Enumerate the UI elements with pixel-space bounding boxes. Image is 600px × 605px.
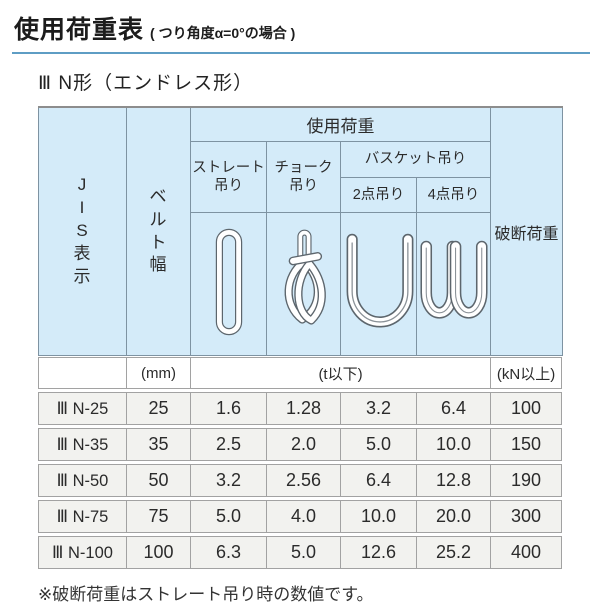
basket2-load-cell: 3.2: [340, 392, 416, 425]
table-row: Ⅲ N-25 25 1.6 1.28 3.2 6.4 100: [38, 392, 563, 425]
belt-width-cell: 50: [126, 464, 190, 497]
straight-load-cell: 1.6: [190, 392, 266, 425]
basket2-load-cell: 12.6: [340, 536, 416, 569]
basket-2point-icon: [346, 233, 414, 327]
straight-hitch-icon: [215, 228, 242, 335]
choke-hitch-icon: [284, 229, 326, 325]
belt-width-cell: 75: [126, 500, 190, 533]
col-header-basket-hitch: バスケット吊り: [340, 141, 491, 178]
choke-load-cell: 4.0: [266, 500, 340, 533]
load-table-header: J I S 表 示 ベ ル ト 幅 使用荷重 破断荷重 ストレート 吊り チョー…: [38, 106, 563, 356]
choke-load-cell: 5.0: [266, 536, 340, 569]
breaking-load-cell: 190: [490, 464, 563, 497]
basket2-load-cell: 6.4: [340, 464, 416, 497]
belt-width-cell: 25: [126, 392, 190, 425]
basket4-load-cell: 10.0: [416, 428, 491, 461]
straight-load-cell: 6.3: [190, 536, 266, 569]
col-header-breaking-load: 破断荷重: [490, 106, 563, 356]
page-title-row: 使用荷重表 ( つり角度α=0°の場合 ): [14, 10, 600, 46]
breaking-load-cell: 300: [490, 500, 563, 533]
table-row: Ⅲ N-100 100 6.3 5.0 12.6 25.2 400: [38, 536, 563, 569]
basket-4point-cell: [416, 212, 491, 356]
basket2-load-cell: 10.0: [340, 500, 416, 533]
unit-breaking-load: (kN以上): [490, 357, 563, 389]
straight-load-cell: 2.5: [190, 428, 266, 461]
load-table: J I S 表 示 ベ ル ト 幅 使用荷重 破断荷重 ストレート 吊り チョー…: [38, 106, 563, 572]
unit-working-load: (t以下): [190, 357, 491, 389]
units-row: (mm) (t以下) (kN以上): [38, 357, 563, 389]
basket-2point-cell: [340, 212, 417, 356]
page-title: 使用荷重表: [14, 16, 145, 44]
jis-cell: Ⅲ N-75: [38, 500, 126, 533]
choke-load-cell: 2.56: [266, 464, 340, 497]
page-title-note: ( つり角度α=0°の場合 ): [150, 25, 296, 41]
basket4-load-cell: 12.8: [416, 464, 491, 497]
basket-4point-icon: [420, 240, 488, 319]
footnote: ※破断荷重はストレート吊り時の数値です。: [38, 585, 374, 604]
basket4-load-cell: 25.2: [416, 536, 491, 569]
col-header-choke-hitch: チョーク 吊り: [266, 141, 341, 213]
table-row: Ⅲ N-75 75 5.0 4.0 10.0 20.0 300: [38, 500, 563, 533]
series-subtitle: Ⅲ N形（エンドレス形）: [38, 73, 254, 94]
breaking-load-cell: 400: [490, 536, 563, 569]
col-header-basket-2point: 2点吊り: [340, 177, 417, 213]
unit-empty-cell: [38, 357, 126, 389]
jis-cell: Ⅲ N-100: [38, 536, 126, 569]
col-header-basket-4point: 4点吊り: [416, 177, 491, 213]
belt-width-cell: 100: [126, 536, 190, 569]
col-header-belt-width: ベ ル ト 幅: [126, 106, 191, 356]
breaking-load-cell: 150: [490, 428, 563, 461]
straight-load-cell: 3.2: [190, 464, 266, 497]
jis-cell: Ⅲ N-35: [38, 428, 126, 461]
table-row: Ⅲ N-50 50 3.2 2.56 6.4 12.8 190: [38, 464, 563, 497]
belt-width-cell: 35: [126, 428, 190, 461]
straight-load-cell: 5.0: [190, 500, 266, 533]
basket4-load-cell: 6.4: [416, 392, 491, 425]
col-header-working-load: 使用荷重: [190, 106, 491, 142]
jis-cell: Ⅲ N-50: [38, 464, 126, 497]
choke-load-cell: 1.28: [266, 392, 340, 425]
choke-load-cell: 2.0: [266, 428, 340, 461]
basket2-load-cell: 5.0: [340, 428, 416, 461]
load-table-body: (mm) (t以下) (kN以上) Ⅲ N-25 25 1.6 1.28 3.2…: [38, 354, 563, 572]
basket4-load-cell: 20.0: [416, 500, 491, 533]
choke-hitch-cell: [266, 212, 341, 356]
jis-cell: Ⅲ N-25: [38, 392, 126, 425]
straight-hitch-cell: [190, 212, 267, 356]
title-underline: [12, 52, 590, 54]
table-row: Ⅲ N-35 35 2.5 2.0 5.0 10.0 150: [38, 428, 563, 461]
breaking-load-cell: 100: [490, 392, 563, 425]
unit-belt-width: (mm): [126, 357, 190, 389]
col-header-straight-hitch: ストレート 吊り: [190, 141, 267, 213]
col-header-jis: J I S 表 示: [38, 106, 127, 356]
